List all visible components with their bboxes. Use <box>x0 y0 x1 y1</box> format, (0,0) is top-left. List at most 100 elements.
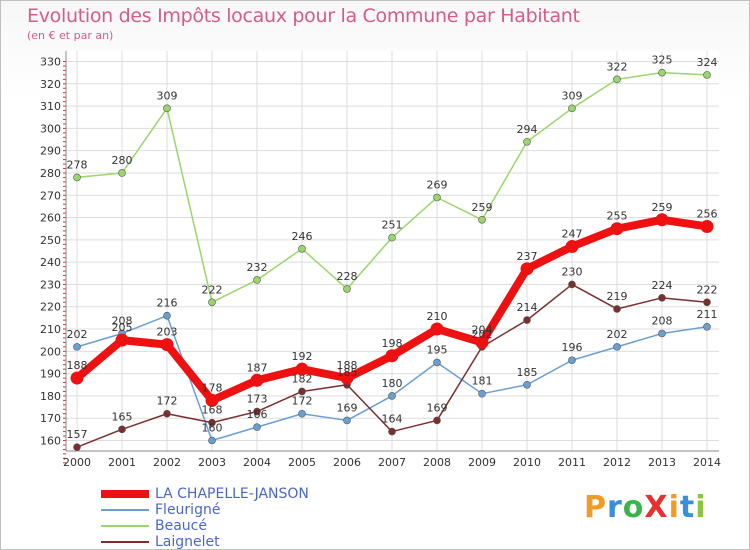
data-point <box>523 316 531 324</box>
data-label: 208 <box>652 314 673 327</box>
logo-letter: i <box>695 490 707 525</box>
data-point <box>565 240 579 254</box>
data-label: 205 <box>112 321 133 334</box>
data-label: 187 <box>247 361 268 374</box>
data-point <box>613 75 621 84</box>
legend-label: LA CHAPELLE-JANSON <box>155 486 309 502</box>
data-point <box>523 380 531 389</box>
data-point <box>478 389 486 398</box>
data-label: 246 <box>292 230 313 243</box>
data-point <box>703 71 711 79</box>
data-label: 211 <box>697 308 718 321</box>
data-label: 202 <box>607 328 628 341</box>
data-label: 185 <box>337 366 358 379</box>
data-point <box>295 362 309 376</box>
data-point <box>568 280 576 289</box>
data-label: 256 <box>697 207 718 220</box>
data-point <box>610 222 624 236</box>
data-label: 222 <box>697 283 718 296</box>
data-point <box>340 371 354 385</box>
data-point <box>253 407 261 416</box>
y-tick-label: 160 <box>40 435 61 448</box>
data-point <box>433 358 441 367</box>
data-label: 198 <box>382 337 403 350</box>
data-label: 228 <box>337 270 358 283</box>
data-label: 294 <box>517 123 538 136</box>
data-point <box>388 427 396 436</box>
data-label: 180 <box>382 377 403 390</box>
data-point <box>658 294 666 302</box>
data-point <box>658 68 666 77</box>
data-label: 208 <box>112 314 133 327</box>
y-tick-label: 230 <box>40 278 61 291</box>
data-point <box>343 285 351 293</box>
data-point <box>703 322 711 331</box>
data-point <box>118 425 126 434</box>
y-tick-label: 290 <box>40 145 61 158</box>
data-label: 255 <box>607 210 628 223</box>
data-label: 269 <box>427 178 448 191</box>
data-label: 178 <box>202 381 223 394</box>
data-label: 251 <box>382 219 403 232</box>
logo-letter: X <box>644 490 669 525</box>
x-tick-label: 2009 <box>468 456 496 469</box>
y-tick-label: 270 <box>40 189 61 202</box>
x-tick-label: 2010 <box>513 456 541 469</box>
data-label: 202 <box>472 328 493 341</box>
logo-letter: P <box>584 490 607 525</box>
x-tick-label: 2005 <box>288 456 316 469</box>
data-point <box>208 298 216 307</box>
data-point <box>568 104 576 113</box>
data-point <box>433 193 441 202</box>
data-point <box>73 173 81 182</box>
data-label: 224 <box>652 279 673 292</box>
data-point <box>343 416 351 425</box>
data-label: 237 <box>517 250 538 263</box>
data-label: 192 <box>292 350 313 363</box>
data-point <box>70 371 84 385</box>
legend-label: Fleurigné <box>155 502 221 518</box>
x-tick-label: 2008 <box>423 456 451 469</box>
data-label: 309 <box>562 89 583 102</box>
legend-swatch <box>101 525 149 527</box>
legend-swatch <box>101 490 149 498</box>
data-label: 230 <box>562 265 583 278</box>
data-label: 168 <box>202 404 223 417</box>
y-tick-label: 300 <box>40 122 61 135</box>
data-point <box>655 213 669 227</box>
y-tick-label: 320 <box>40 78 61 91</box>
data-point <box>523 137 531 146</box>
x-tick-label: 2006 <box>333 456 361 469</box>
data-label: 280 <box>112 154 133 167</box>
data-point <box>613 305 621 313</box>
data-label: 216 <box>157 297 178 310</box>
data-point <box>298 387 306 396</box>
data-label: 169 <box>427 401 448 414</box>
data-point <box>430 322 444 336</box>
data-label: 181 <box>472 375 493 388</box>
data-label: 259 <box>652 201 673 214</box>
y-tick-label: 210 <box>40 323 61 336</box>
data-point <box>250 373 264 387</box>
data-label: 222 <box>202 283 223 296</box>
chart-subtitle: (en € et par an) <box>27 29 114 42</box>
data-point <box>163 104 171 113</box>
data-point <box>118 169 126 177</box>
data-label: 172 <box>292 395 313 408</box>
x-tick-label: 2001 <box>108 456 136 469</box>
data-label: 232 <box>247 261 268 274</box>
data-label: 166 <box>247 408 268 421</box>
data-point <box>253 423 261 431</box>
data-point <box>208 436 216 445</box>
x-tick-label: 2013 <box>648 456 676 469</box>
data-label: 182 <box>292 372 313 385</box>
data-label: 214 <box>517 301 538 314</box>
data-label: 164 <box>382 413 403 426</box>
data-label: 160 <box>202 422 223 435</box>
data-label: 324 <box>697 56 718 69</box>
data-label: 188 <box>337 359 358 372</box>
data-label: 195 <box>427 343 448 356</box>
x-tick-label: 2000 <box>63 456 91 469</box>
data-point <box>478 215 486 224</box>
